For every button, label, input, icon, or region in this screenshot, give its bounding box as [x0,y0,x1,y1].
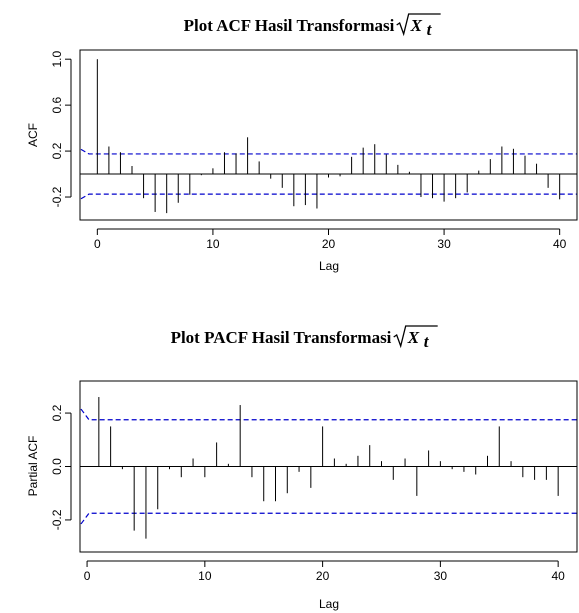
acf-x-tick-label: 40 [553,237,567,251]
acf-y-tick-label: 1.0 [50,51,64,68]
acf-title-text: Plot ACF Hasil Transformasi [184,16,395,35]
pacf-xlabel: Lag [319,597,339,611]
acf-upper-conf-line [80,148,577,155]
pacf-x-tick-label: 0 [84,569,91,583]
pacf-x-tick-label: 10 [198,569,212,583]
acf-title: Plot ACF Hasil Transformasi [184,16,395,35]
acf-xlabel: Lag [319,259,339,273]
acf-sqrt-sign [396,13,441,37]
pacf-title-math-var: X [407,328,420,347]
acf-ylabel: ACF [26,123,40,147]
acf-lower-conf-line [80,193,577,200]
acf-x-tick-label: 20 [322,237,336,251]
acf-y-tick-label: 0.6 [50,96,64,113]
pacf-title: Plot PACF Hasil Transformasi [171,328,392,347]
acf-chart: Plot ACF Hasil Transformasi 0 10 20 30 40 -0.… [26,13,578,273]
pacf-upper-conf-line [80,408,577,421]
acf-y-tick-label: 0.2 [50,142,64,159]
acf-x-tick-label: 10 [206,237,220,251]
pacf-lower-conf-line [80,512,577,525]
acf-plot-frame [79,49,578,221]
pacf-y-tick-label: 0.0 [50,458,64,475]
acf-y-tick-label: -0.2 [50,186,64,207]
pacf-title-math-sub: t [424,332,430,351]
pacf-sqrt-sign [393,325,438,349]
acf-x-tick-label: 0 [94,237,101,251]
acf-x-tick-label: 30 [437,237,451,251]
pacf-ylabel: Partial ACF [26,436,40,497]
acf-title-math-var: X [410,16,423,35]
pacf-x-tick-label: 40 [551,569,565,583]
pacf-title-text: Plot PACF Hasil Transformasi [171,328,392,347]
pacf-y-tick-label: 0.2 [50,404,64,421]
pacf-x-tick-label: 20 [316,569,330,583]
pacf-x-tick-label: 30 [434,569,448,583]
pacf-marks: 0 10 20 30 40 -0.2 0.0 0.2 X t [50,325,577,583]
pacf-chart: Plot PACF Hasil Transformasi 0 10 20 30 40 -0… [26,325,578,611]
acf-title-math-sub: t [427,20,433,39]
acf-marks: 0 10 20 30 40 -0.2 0.2 0.6 1.0 X t [50,13,577,251]
pacf-plot-frame [79,380,578,553]
pacf-y-tick-label: -0.2 [50,509,64,530]
